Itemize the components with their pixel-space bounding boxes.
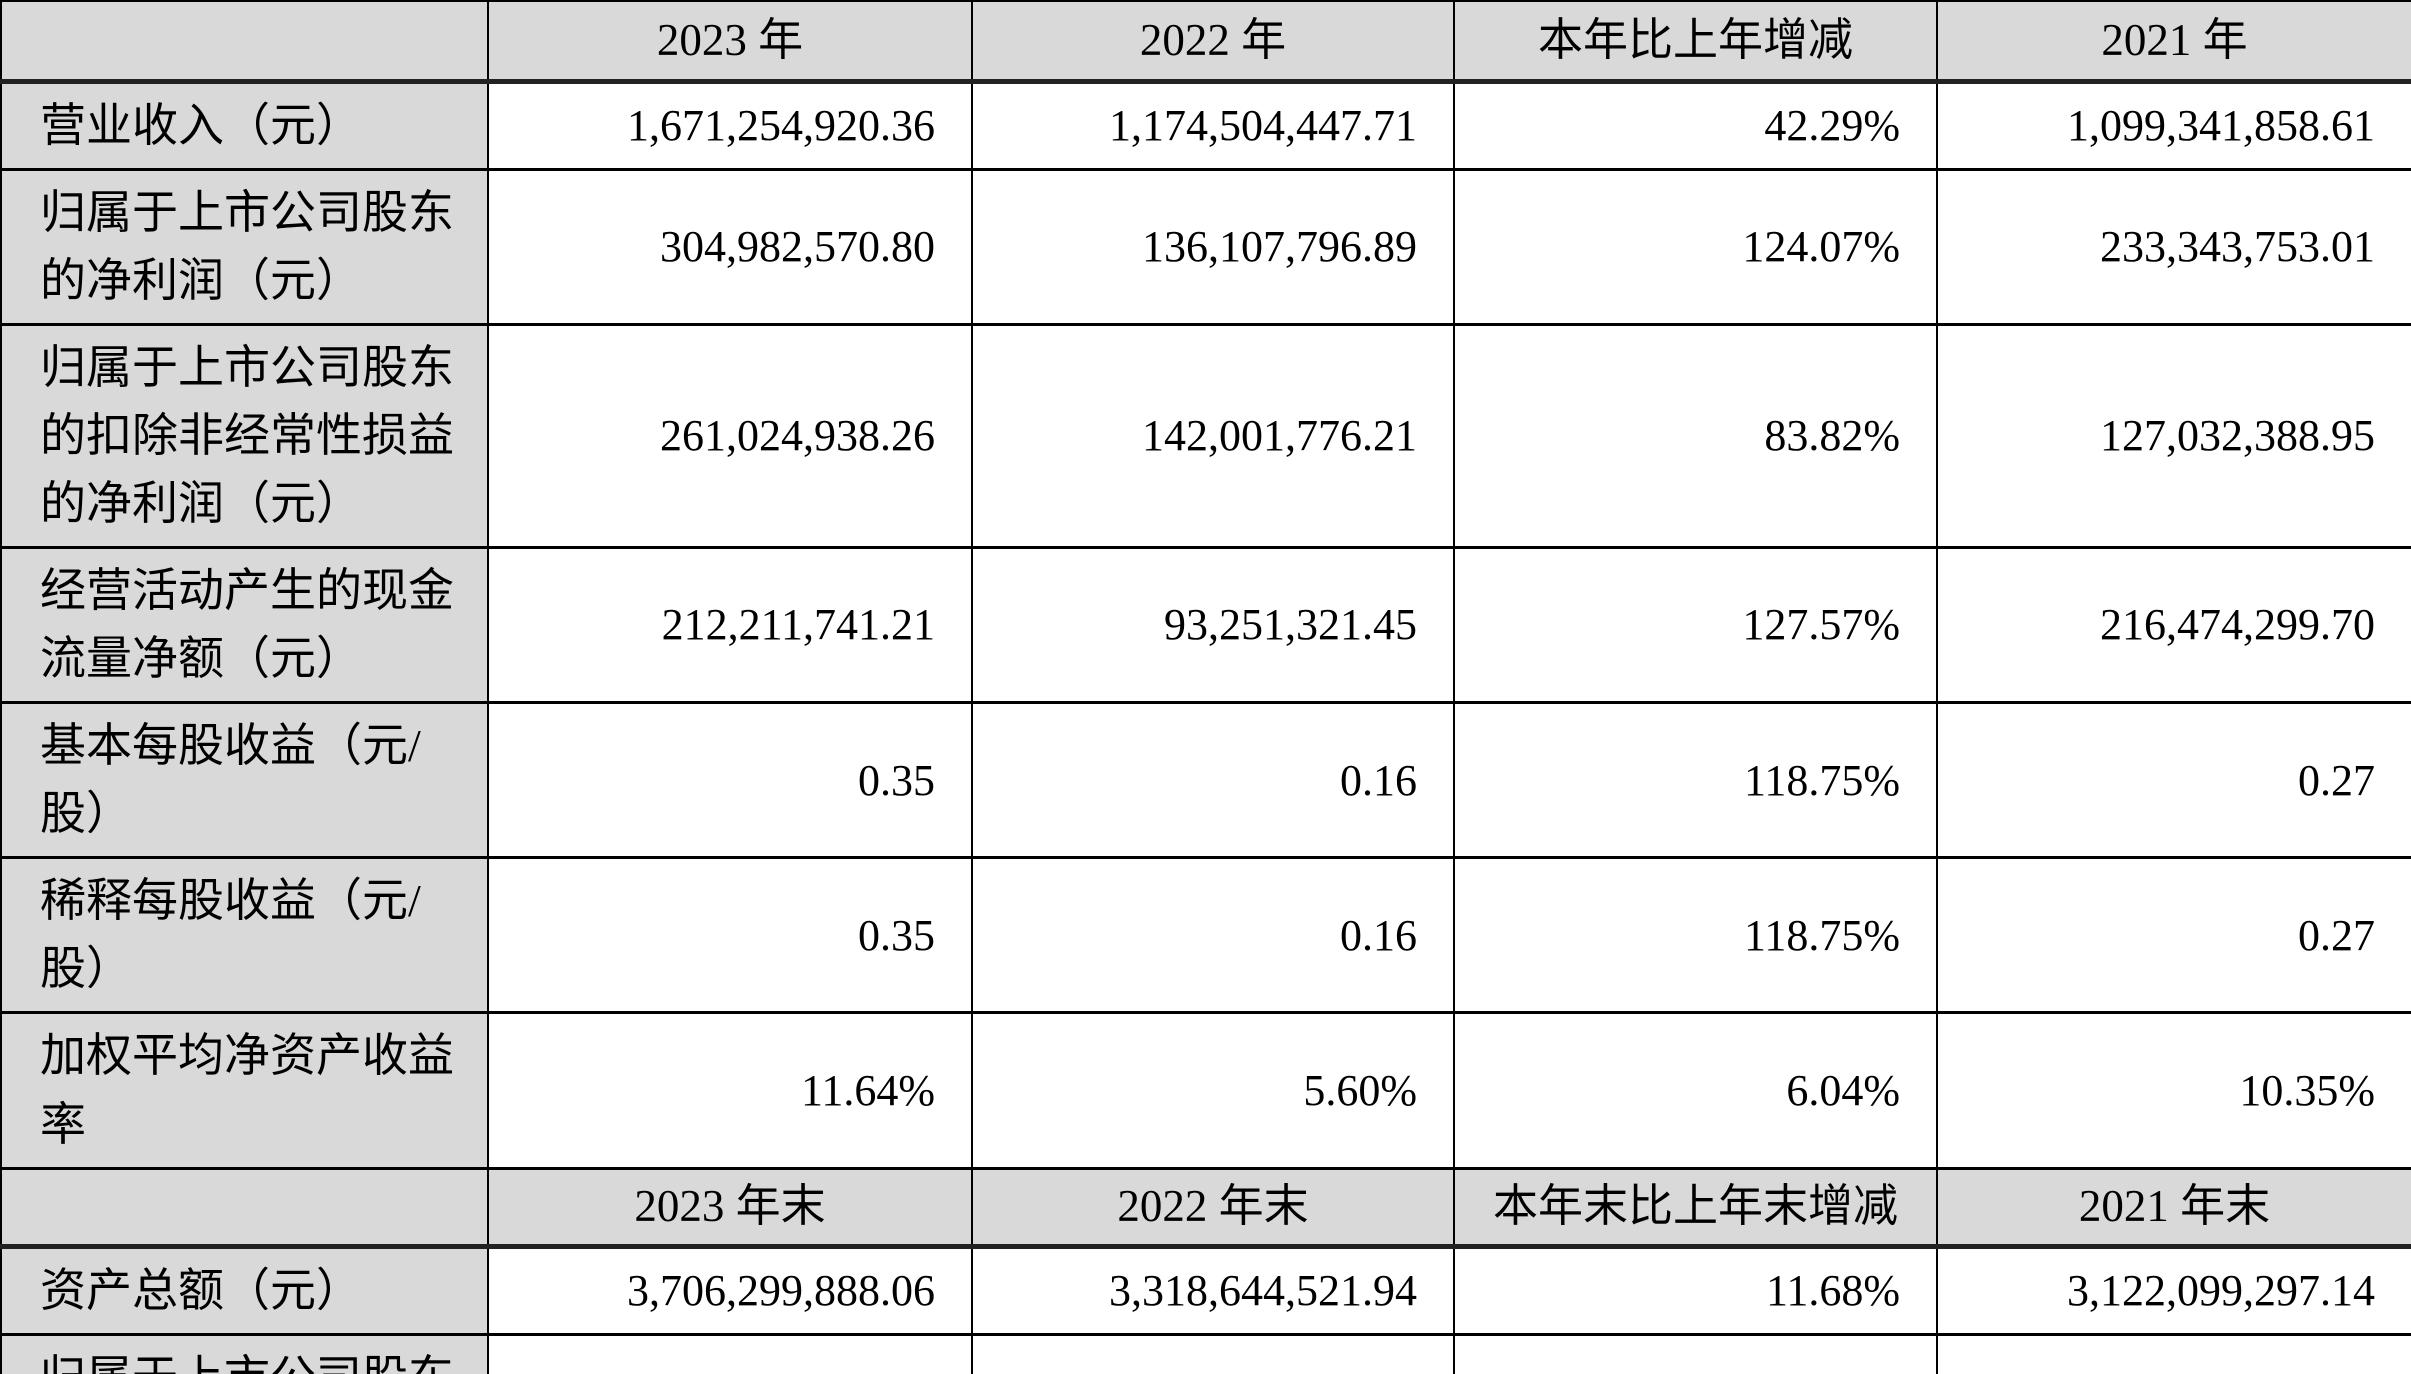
- value-yoy-change: 11.68%: [1453, 1244, 1938, 1336]
- table-row-revenue: 营业收入（元） 1,671,254,920.36 1,174,504,447.7…: [0, 79, 2411, 171]
- row-label: 归属于上市公司股东的净利润（元）: [0, 167, 489, 326]
- value-2021: 0.27: [1936, 856, 2411, 1015]
- row-label: 加权平均净资产收益率: [0, 1011, 489, 1170]
- value-2021-end: 2,373,942,284.34: [1936, 1332, 2411, 1374]
- row-label: 基本每股收益（元/股）: [0, 701, 489, 860]
- value-2022: 136,107,796.89: [971, 167, 1455, 326]
- value-2023: 261,024,938.26: [487, 322, 973, 549]
- value-2022: 93,251,321.45: [971, 545, 1455, 705]
- annual-header-2021: 2021 年: [1936, 0, 2411, 84]
- annual-header-row: 2023 年 2022 年 本年比上年增减 2021 年: [0, 0, 2411, 84]
- value-2021: 0.27: [1936, 701, 2411, 860]
- annual-header-corner-cell: [0, 0, 489, 84]
- table-row-net-profit-excl-nonrecurring: 归属于上市公司股东的扣除非经常性损益的净利润（元） 261,024,938.26…: [0, 322, 2411, 549]
- table-row-operating-cash-flow: 经营活动产生的现金流量净额（元） 212,211,741.21 93,251,3…: [0, 545, 2411, 705]
- value-yoy-change: 118.75%: [1453, 701, 1938, 860]
- year-end-header-2022: 2022 年末: [971, 1167, 1455, 1249]
- value-2023-end: 2,701,917,545.12: [487, 1332, 973, 1374]
- year-end-header-yoy-change: 本年末比上年末增减: [1453, 1167, 1938, 1249]
- value-yoy-change: 6.04%: [1453, 1011, 1938, 1170]
- value-2023: 0.35: [487, 701, 973, 860]
- value-2022: 0.16: [971, 701, 1455, 860]
- value-2023: 304,982,570.80: [487, 167, 973, 326]
- value-2022: 1,174,504,447.71: [971, 79, 1455, 171]
- annual-header-yoy-change: 本年比上年增减: [1453, 0, 1938, 84]
- table-row-net-assets: 归属于上市公司股东的净资产（元） 2,701,917,545.12 2,498,…: [0, 1332, 2411, 1374]
- row-label: 稀释每股收益（元/股）: [0, 856, 489, 1015]
- annual-header-2022: 2022 年: [971, 0, 1455, 84]
- table-row-diluted-eps: 稀释每股收益（元/股） 0.35 0.16 118.75% 0.27: [0, 856, 2411, 1015]
- row-label: 营业收入（元）: [0, 79, 489, 171]
- table-row-basic-eps: 基本每股收益（元/股） 0.35 0.16 118.75% 0.27: [0, 701, 2411, 860]
- value-yoy-change: 127.57%: [1453, 545, 1938, 705]
- row-label: 资产总额（元）: [0, 1244, 489, 1336]
- value-2022-end: 2,498,898,620.90: [971, 1332, 1455, 1374]
- value-2022: 0.16: [971, 856, 1455, 1015]
- value-2021: 233,343,753.01: [1936, 167, 2411, 326]
- value-yoy-change: 42.29%: [1453, 79, 1938, 171]
- value-2023: 212,211,741.21: [487, 545, 973, 705]
- value-yoy-change: 83.82%: [1453, 322, 1938, 549]
- table-row-weighted-avg-roe: 加权平均净资产收益率 11.64% 5.60% 6.04% 10.35%: [0, 1011, 2411, 1170]
- table-row-net-profit: 归属于上市公司股东的净利润（元） 304,982,570.80 136,107,…: [0, 167, 2411, 326]
- value-yoy-change: 124.07%: [1453, 167, 1938, 326]
- value-2021: 127,032,388.95: [1936, 322, 2411, 549]
- row-label: 归属于上市公司股东的净资产（元）: [0, 1332, 489, 1374]
- value-2022: 142,001,776.21: [971, 322, 1455, 549]
- value-2022: 5.60%: [971, 1011, 1455, 1170]
- value-2022-end: 3,318,644,521.94: [971, 1244, 1455, 1336]
- value-yoy-change: 118.75%: [1453, 856, 1938, 1015]
- value-2021-end: 3,122,099,297.14: [1936, 1244, 2411, 1336]
- value-2021: 216,474,299.70: [1936, 545, 2411, 705]
- value-2021: 1,099,341,858.61: [1936, 79, 2411, 171]
- value-yoy-change: 8.12%: [1453, 1332, 1938, 1374]
- row-label: 归属于上市公司股东的扣除非经常性损益的净利润（元）: [0, 322, 489, 549]
- year-end-header-row: 2023 年末 2022 年末 本年末比上年末增减 2021 年末: [0, 1167, 2411, 1249]
- value-2023: 11.64%: [487, 1011, 973, 1170]
- annual-header-2023: 2023 年: [487, 0, 973, 84]
- row-label: 经营活动产生的现金流量净额（元）: [0, 545, 489, 705]
- value-2023: 0.35: [487, 856, 973, 1015]
- year-end-header-2023: 2023 年末: [487, 1167, 973, 1249]
- value-2021: 10.35%: [1936, 1011, 2411, 1170]
- year-end-header-corner-cell: [0, 1167, 489, 1249]
- year-end-header-2021: 2021 年末: [1936, 1167, 2411, 1249]
- value-2023-end: 3,706,299,888.06: [487, 1244, 973, 1336]
- value-2023: 1,671,254,920.36: [487, 79, 973, 171]
- table-row-total-assets: 资产总额（元） 3,706,299,888.06 3,318,644,521.9…: [0, 1244, 2411, 1336]
